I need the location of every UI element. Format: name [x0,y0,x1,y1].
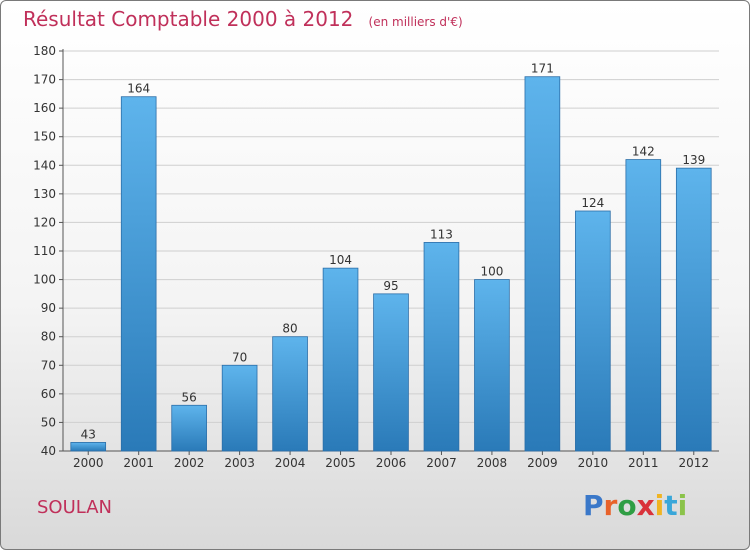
bar-2003[interactable] [221,364,258,452]
value-labels: 43 164 56 70 80 104 95 113 100 171 124 142 139 [81,62,706,442]
y-tick-label: 160 [33,101,56,115]
value-label-2009: 171 [531,62,554,76]
bar-2012[interactable] [675,167,712,452]
value-label-2012: 139 [682,153,705,167]
y-tick-label: 40 [41,444,56,458]
value-label-2001: 164 [127,82,150,96]
bar-2009[interactable] [524,76,561,452]
y-tick-label: 50 [41,415,56,429]
y-tick-label: 60 [41,387,56,401]
bar-2006[interactable] [373,293,409,452]
bar-2011[interactable] [625,159,662,452]
value-label-2000: 43 [81,427,96,441]
value-label-2008: 100 [480,265,503,279]
y-tick-label: 120 [33,215,56,229]
logo-letter: t [664,489,678,522]
bar-2010[interactable] [575,210,611,452]
y-tick-label: 150 [33,130,56,144]
x-tick-label-2009: 2009 [527,456,558,470]
x-tick-label-2007: 2007 [426,456,457,470]
x-tick-label-2005: 2005 [325,456,356,470]
y-tick-labels: 40 50 60 70 80 90 100 110 120 130 140 150 160 170 180 [33,44,56,458]
value-label-2006: 95 [383,279,398,293]
chart-units: (en milliers d'€) [368,15,463,29]
value-label-2011: 142 [632,145,655,159]
x-tick-label-2012: 2012 [678,456,709,470]
bar-2005[interactable] [322,267,359,452]
y-tick-label: 100 [33,273,56,287]
x-tick-label-2002: 2002 [174,456,205,470]
y-tick-label: 70 [41,358,56,372]
bar-2002[interactable] [171,404,207,452]
chart-title: Résultat Comptable 2000 à 2012 [23,7,354,31]
bars [70,76,712,452]
bar-2007[interactable] [423,242,460,452]
y-tick-label: 80 [41,330,56,344]
y-tick-label: 110 [33,244,56,258]
x-tick-label-2008: 2008 [477,456,508,470]
y-tick-label: 170 [33,73,56,87]
x-tick-label-2004: 2004 [275,456,306,470]
bar-2004[interactable] [272,336,308,452]
logo-letter: x [636,489,655,522]
x-tick-label-2000: 2000 [73,456,104,470]
logo-letter: r [603,489,618,522]
x-tick-label-2001: 2001 [123,456,154,470]
logo-letter: i [654,489,665,522]
value-label-2010: 124 [581,196,604,210]
y-tick-label: 140 [33,158,56,172]
bar-2001[interactable] [120,96,157,452]
x-tick-labels: 2000 2001 2002 2003 2004 2005 2006 2007 2008 2009… [73,456,709,470]
bar-2000[interactable] [70,442,107,452]
x-tick-label-2003: 2003 [224,456,255,470]
logo-letter: P [583,489,604,522]
value-label-2002: 56 [182,390,197,404]
commune-name: SOULAN [37,497,112,518]
value-label-2003: 70 [232,350,247,364]
x-tick-label-2011: 2011 [628,456,659,470]
y-tick-label: 90 [41,301,56,315]
title-row: Résultat Comptable 2000 à 2012 (en milli… [23,7,463,31]
y-tick-label: 130 [33,187,56,201]
bar-2008[interactable] [474,279,510,452]
logo-letter: i [677,489,688,522]
value-label-2007: 113 [430,227,453,241]
proxiti-logo[interactable]: Proxiti [583,489,687,522]
y-tick-label: 180 [33,44,56,58]
x-tick-label-2006: 2006 [376,456,407,470]
value-label-2005: 104 [329,253,352,267]
logo-letter: o [617,489,637,522]
x-tick-label-2010: 2010 [578,456,609,470]
value-label-2004: 80 [282,322,297,336]
